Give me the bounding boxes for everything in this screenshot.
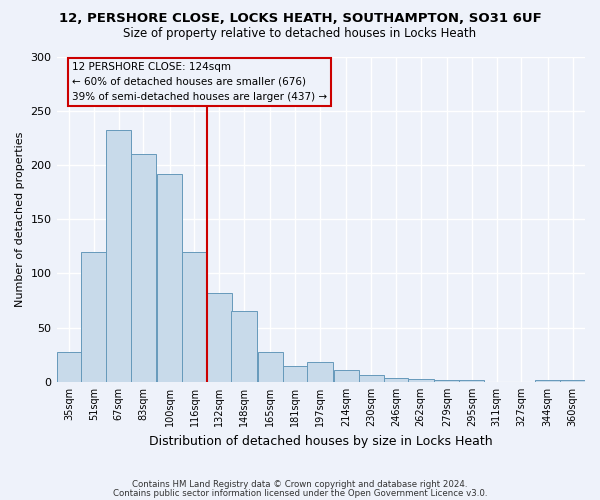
Text: 12, PERSHORE CLOSE, LOCKS HEATH, SOUTHAMPTON, SO31 6UF: 12, PERSHORE CLOSE, LOCKS HEATH, SOUTHAM… (59, 12, 541, 26)
Bar (283, 366, 308, 382)
Text: Size of property relative to detached houses in Locks Heath: Size of property relative to detached ho… (124, 28, 476, 40)
Bar (408, 378, 434, 382)
Y-axis label: Number of detached properties: Number of detached properties (15, 132, 25, 307)
Bar (307, 362, 333, 382)
Bar (82, 252, 106, 382)
Bar (157, 174, 182, 382)
Text: Contains public sector information licensed under the Open Government Licence v3: Contains public sector information licen… (113, 490, 487, 498)
Bar (434, 380, 460, 382)
Bar (334, 370, 359, 382)
Bar (207, 293, 232, 382)
Bar (56, 352, 82, 382)
Bar (359, 376, 383, 382)
X-axis label: Distribution of detached houses by size in Locks Heath: Distribution of detached houses by size … (149, 434, 493, 448)
Text: Contains HM Land Registry data © Crown copyright and database right 2024.: Contains HM Land Registry data © Crown c… (132, 480, 468, 489)
Bar (231, 312, 257, 382)
Bar (560, 380, 585, 382)
Bar (460, 380, 484, 382)
Bar (182, 252, 207, 382)
Bar (535, 380, 560, 382)
Bar (131, 154, 156, 382)
Bar (383, 378, 409, 382)
Text: 12 PERSHORE CLOSE: 124sqm
← 60% of detached houses are smaller (676)
39% of semi: 12 PERSHORE CLOSE: 124sqm ← 60% of detac… (72, 62, 327, 102)
Bar (106, 130, 131, 382)
Bar (257, 352, 283, 382)
